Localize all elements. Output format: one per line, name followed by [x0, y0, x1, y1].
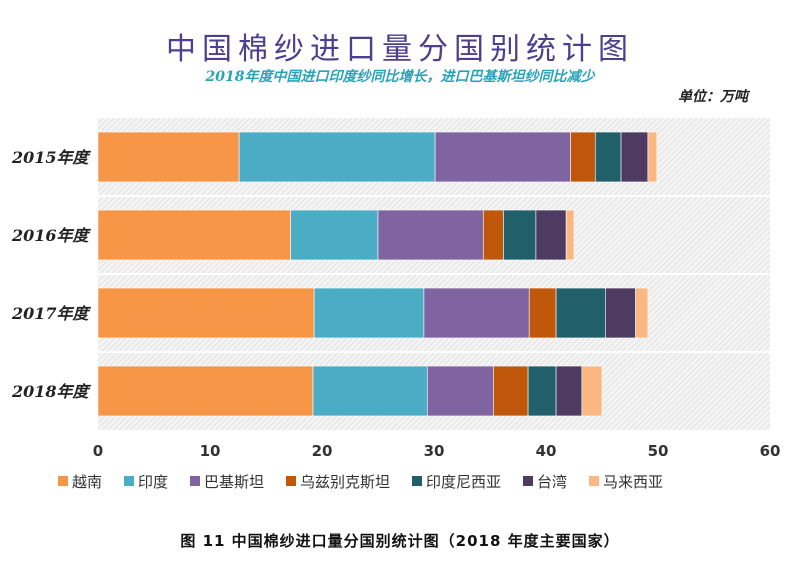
x-tick-label: 10	[200, 442, 221, 460]
x-tick-label: 0	[93, 442, 103, 460]
x-tick-label: 30	[424, 442, 445, 460]
bar-segment	[535, 209, 567, 261]
category-label: 2015年度	[11, 148, 92, 167]
legend-entry: 台湾	[537, 473, 567, 491]
bar-segment	[620, 131, 649, 183]
bar-segment	[97, 209, 291, 261]
legend-swatch	[286, 476, 297, 486]
legend-entry: 越南	[72, 473, 102, 491]
x-tick-label: 50	[648, 442, 669, 460]
bar-segment	[434, 131, 571, 183]
category-labels: 2015年度 2016年度 2017年度 2018年度	[11, 148, 92, 401]
bar-segment	[493, 365, 529, 417]
bars-group	[97, 131, 658, 417]
bar-segment	[313, 287, 425, 339]
figure-caption: 图 11 中国棉纱进口量分国别统计图（2018 年度主要国家）	[180, 532, 620, 550]
bar-segment	[503, 209, 537, 261]
bar-segment	[527, 365, 557, 417]
bar-segment	[482, 209, 504, 261]
bar-segment	[565, 209, 575, 261]
legend: 越南 印度 巴基斯坦 乌兹别克斯坦 印度尼西亚 台湾 马来西亚	[58, 473, 663, 491]
x-tick-label: 60	[760, 442, 781, 460]
bar-segment	[528, 287, 557, 339]
legend-swatch	[190, 476, 201, 486]
legend-swatch	[58, 476, 68, 486]
bar-segment	[605, 287, 636, 339]
legend-swatch	[124, 476, 135, 486]
legend-entry: 印度尼西亚	[426, 473, 501, 491]
bar-segment	[647, 131, 658, 183]
bar-segment	[570, 131, 596, 183]
x-tick-label: 40	[536, 442, 557, 460]
bar-segment	[97, 131, 240, 183]
category-label: 2017年度	[11, 304, 92, 323]
bar-segment	[97, 287, 315, 339]
legend-entry: 巴基斯坦	[204, 473, 264, 491]
legend-entry: 印度	[138, 473, 168, 491]
bar-segment	[426, 365, 494, 417]
bar-segment	[290, 209, 379, 261]
bar-segment	[594, 131, 622, 183]
bar-segment	[97, 365, 314, 417]
category-label: 2016年度	[11, 226, 92, 245]
legend-swatch	[523, 476, 534, 486]
legend-entry: 马来西亚	[603, 473, 663, 491]
bar-segment	[423, 287, 530, 339]
unit-label: 单位：万吨	[678, 89, 748, 105]
legend-entry: 乌兹别克斯坦	[300, 473, 390, 491]
legend-swatch	[412, 476, 423, 486]
bar-segment	[312, 365, 428, 417]
x-tick-label: 20	[312, 442, 333, 460]
bar-segment	[635, 287, 649, 339]
bar-segment	[555, 287, 606, 339]
category-label: 2018年度	[11, 382, 92, 401]
bar-segment	[238, 131, 436, 183]
bar-segment	[555, 365, 583, 417]
bar-segment	[581, 365, 603, 417]
legend-swatch	[589, 476, 600, 486]
chart-title: 中国棉纱进口量分国别统计图	[166, 32, 634, 67]
chart-subtitle: 2018年度中国进口印度纱同比增长，进口巴基斯坦纱同比减少	[205, 69, 595, 85]
bar-segment	[377, 209, 484, 261]
x-axis-ticks: 0 10 20 30 40 50 60	[93, 442, 781, 460]
